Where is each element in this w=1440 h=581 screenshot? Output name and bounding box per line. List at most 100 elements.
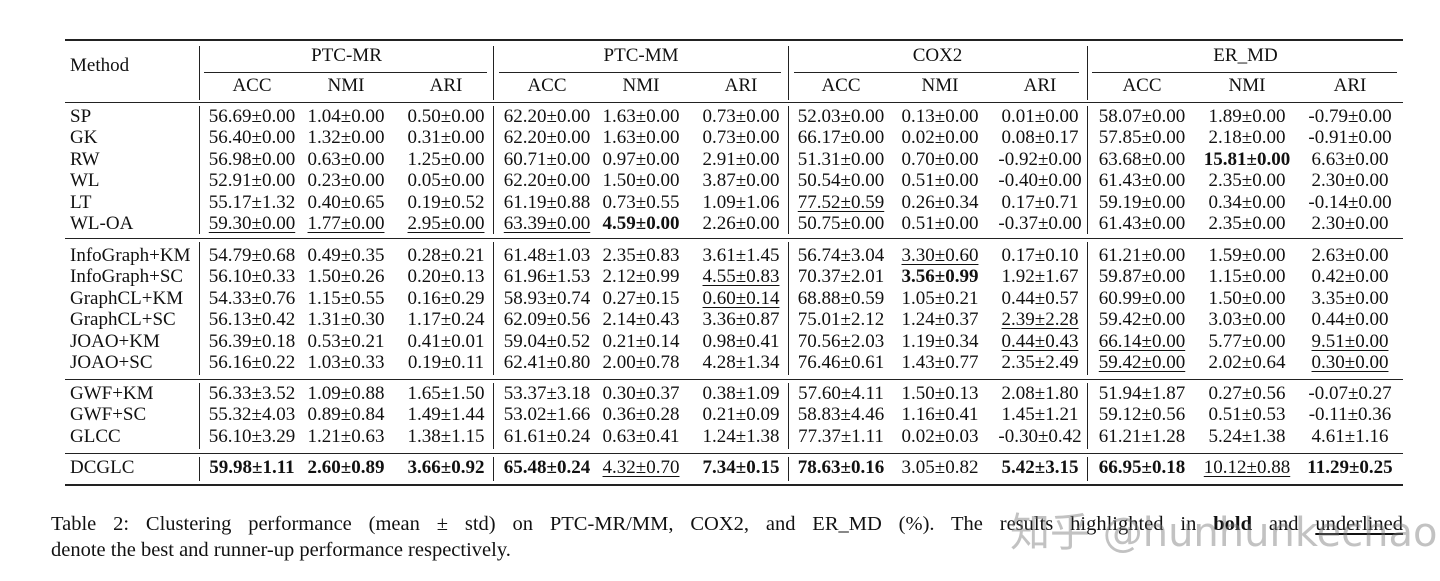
cell: 1.38±1.15 [407,425,485,447]
method-name: GWF+KM [70,383,154,404]
caption-text: denote the best and runner-up performanc… [51,539,511,561]
method-name: LT [70,191,92,213]
rule [788,46,789,100]
cell: 2.26±0.00 [702,213,780,234]
cell: 1.59±0.00 [1208,245,1286,266]
cell: 3.87±0.00 [702,170,780,192]
cell: 4.59±0.00 [602,213,680,234]
cell: 56.10±3.29 [208,425,296,447]
cell: 57.85±0.00 [1098,127,1186,149]
cell: 54.79±0.68 [208,245,296,266]
method-name: WL-OA [70,213,134,234]
cell: 54.33±0.76 [208,287,296,309]
cell: 1.19±0.34 [901,330,979,352]
cell: 63.39±0.00 [503,213,591,234]
cell: 1.31±0.30 [307,309,385,331]
cell: 5.24±1.38 [1208,425,1286,447]
method-name: InfoGraph+SC [70,266,184,288]
cell: 0.31±0.00 [407,127,485,149]
cell: 0.98±0.41 [702,330,780,352]
cell: 70.56±2.03 [797,330,885,352]
cell: 1.63±0.00 [602,106,680,127]
cell: 1.24±1.38 [702,425,780,447]
cell: 3.61±1.45 [702,245,780,266]
cell: 6.63±0.00 [1311,148,1389,170]
rule [199,106,200,234]
method-name: GWF+SC [70,404,147,426]
cell: 61.21±1.28 [1098,425,1186,447]
cell: 0.23±0.00 [307,170,385,192]
caption-text: Table 2: Clustering performance (mean ± … [51,513,1214,535]
method-name: GraphCL+KM [70,287,184,309]
cell: 1.50±0.26 [307,266,385,288]
group-header: PTC-MM [603,45,679,66]
metric-header: ARI [429,75,463,96]
cell: 56.33±3.52 [208,383,296,404]
cell: 4.32±0.70 [602,457,680,478]
cell: 2.35±0.00 [1208,170,1286,192]
cell: 66.14±0.00 [1098,330,1186,352]
cell: 3.03±0.00 [1208,309,1286,331]
cell: 56.40±0.00 [208,127,296,149]
cell: 1.09±0.88 [307,383,385,404]
metric-header: ARI [1023,75,1057,96]
cell: 0.73±0.55 [602,191,680,213]
cell: 0.21±0.14 [602,330,680,352]
method-name: GLCC [70,425,121,447]
cell: 9.51±0.00 [1311,330,1389,352]
cell: 62.20±0.00 [503,170,591,192]
cell: 2.00±0.78 [602,352,680,373]
cell: -0.91±0.00 [1308,127,1392,149]
metric-header: ARI [1333,75,1367,96]
cell: 1.63±0.00 [602,127,680,149]
cell: 50.75±0.00 [797,213,885,234]
cell: 3.30±0.60 [901,245,979,266]
cell: 0.16±0.29 [407,287,485,309]
cell: 0.97±0.00 [602,148,680,170]
cell: 56.10±0.33 [208,266,296,288]
cell: 1.15±0.00 [1208,266,1286,288]
cell: 0.30±0.37 [602,383,680,404]
cell: 77.52±0.59 [797,191,885,213]
cell: 2.35±0.00 [1208,213,1286,234]
cell: 59.12±0.56 [1098,404,1186,426]
cell: 1.92±1.67 [1001,266,1079,288]
rule [788,242,789,375]
cell: 0.19±0.11 [407,352,485,373]
cell: 3.35±0.00 [1311,287,1389,309]
cell: 56.98±0.00 [208,148,296,170]
cell: 58.07±0.00 [1098,106,1186,127]
cell: 0.53±0.21 [307,330,385,352]
cell: 1.25±0.00 [407,148,485,170]
cell: 77.37±1.11 [798,425,884,447]
cell: 10.12±0.88 [1203,457,1291,478]
cell: 55.17±1.32 [208,191,296,213]
cell: 1.89±0.00 [1208,106,1286,127]
cell: 0.17±0.71 [1001,191,1079,213]
method-name: JOAO+SC [70,352,153,373]
cell: 50.54±0.00 [797,170,885,192]
cell: 0.27±0.15 [602,287,680,309]
watermark: 知乎 @hunhunkechao [1010,510,1438,556]
cell: 2.30±0.00 [1311,213,1389,234]
rule [1087,383,1088,449]
cell: 0.63±0.41 [602,425,680,447]
rule [199,46,200,100]
rule [199,242,200,375]
cell: 2.14±0.43 [602,309,680,331]
cell: 0.27±0.56 [1208,383,1286,404]
cell: 68.88±0.59 [797,287,885,309]
group-header: PTC-MR [311,45,382,66]
cell: 0.26±0.34 [901,191,979,213]
cell: 2.18±0.00 [1208,127,1286,149]
caption-text: bold [1213,513,1252,535]
cell: 57.60±4.11 [798,383,884,404]
cell: 58.83±4.46 [797,404,885,426]
cell: 5.42±3.15 [1001,457,1079,478]
metric-header: ARI [724,75,758,96]
cell: 61.21±0.00 [1098,245,1186,266]
cell: 0.02±0.00 [901,127,979,149]
cell: 66.95±0.18 [1098,457,1186,478]
cell: 0.44±0.00 [1311,309,1389,331]
